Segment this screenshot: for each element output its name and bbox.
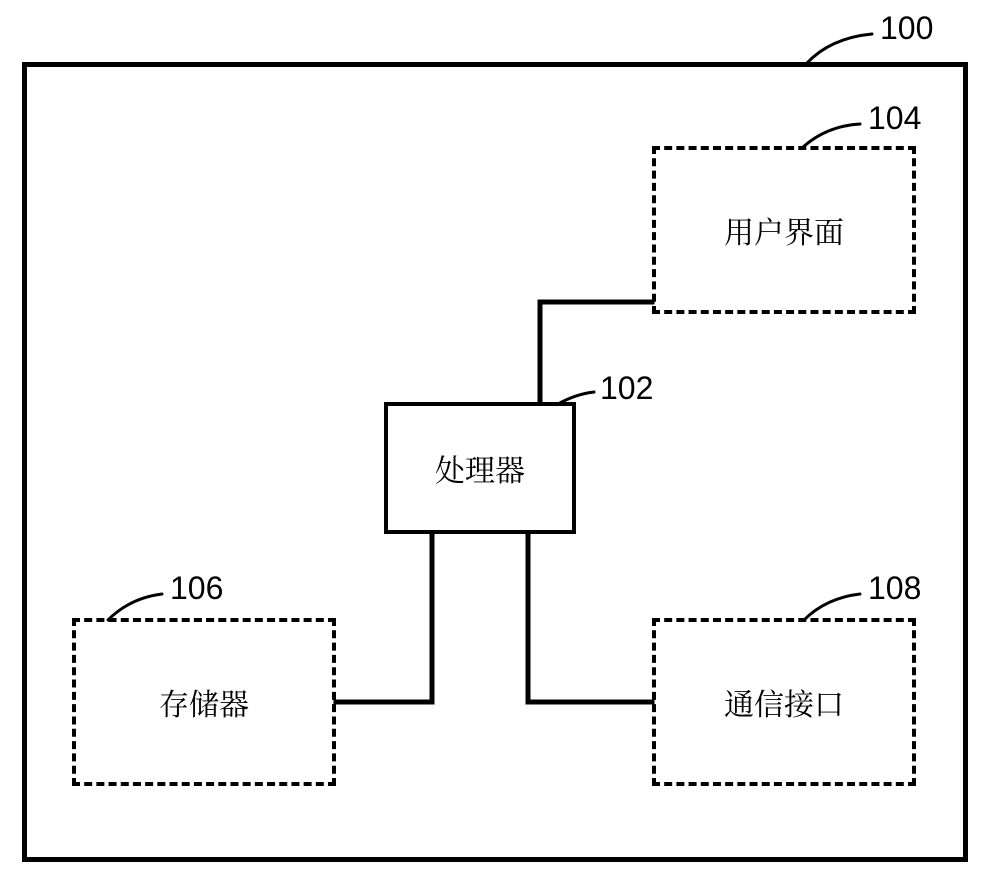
processor-block: 处理器: [384, 402, 576, 534]
memory-block: 存储器: [72, 618, 336, 786]
user-interface-label: 用户界面: [724, 208, 844, 252]
ref-number-104: 104: [868, 100, 921, 137]
ref-number-108: 108: [868, 570, 921, 607]
ref-number-102: 102: [600, 370, 653, 407]
ref-number-106: 106: [170, 570, 223, 607]
communication-interface-label: 通信接口: [724, 680, 844, 724]
memory-label: 存储器: [159, 680, 249, 724]
diagram-stage: 处理器 用户界面 存储器 通信接口 100 102 104 106 108: [0, 0, 1000, 882]
ref-number-100: 100: [880, 10, 933, 47]
processor-label: 处理器: [435, 446, 525, 490]
communication-interface-block: 通信接口: [652, 618, 916, 786]
user-interface-block: 用户界面: [652, 146, 916, 314]
